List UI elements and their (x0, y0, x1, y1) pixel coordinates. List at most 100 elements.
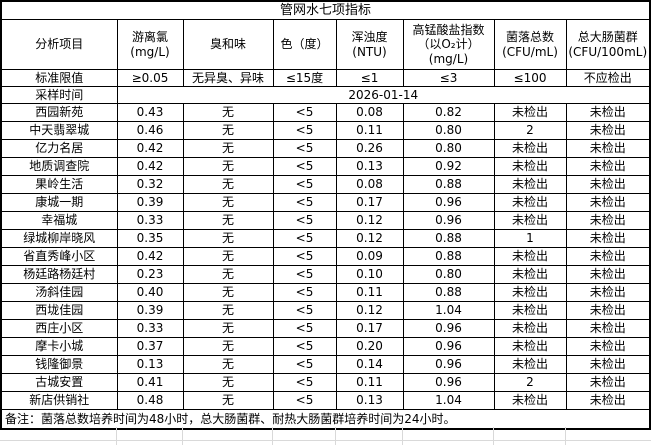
value-cell: 未检出 (565, 373, 651, 392)
table-row: 西垅佳园 0.39 无 <5 0.12 1.04 未检出 未检出 (0, 301, 651, 320)
value-cell: 0.10 (335, 265, 404, 284)
gridline-vertical (335, 427, 336, 445)
value-cell: 无 (182, 391, 274, 410)
value-cell: 0.14 (335, 355, 404, 374)
site-name-cell: 康城一期 (0, 193, 118, 212)
value-cell: 0.23 (116, 265, 184, 284)
site-name-cell: 西园新苑 (0, 103, 118, 122)
value-cell: 未检出 (493, 355, 567, 374)
table-row: 幸福城 0.33 无 <5 0.12 0.96 未检出 未检出 (0, 211, 651, 230)
gridline-vertical (272, 427, 273, 445)
value-cell: 无 (182, 229, 274, 248)
value-cell: 1 (493, 229, 567, 248)
value-cell: 0.11 (335, 373, 404, 392)
site-name-cell: 新店供销社 (0, 391, 118, 410)
title-row: 管网水七项指标 (0, 0, 651, 20)
value-cell: 未检出 (565, 247, 651, 266)
value-cell: <5 (272, 121, 337, 140)
header-row: 分析项目 游离氯 (mg/L) 臭和味 色（度） 浑浊度 (NTU) 高锰酸盐指… (0, 19, 651, 70)
value-cell: 无 (182, 373, 274, 392)
value-cell: 0.26 (335, 139, 404, 158)
value-cell: 未检出 (565, 175, 651, 194)
site-name-cell: 幸福城 (0, 211, 118, 230)
table-row: 康城一期 0.39 无 <5 0.17 0.96 未检出 未检出 (0, 193, 651, 212)
value-cell: 未检出 (565, 355, 651, 374)
value-cell: <5 (272, 229, 337, 248)
site-name-cell: 汤斜佳园 (0, 283, 118, 302)
table-row: 中天翡翠城 0.46 无 <5 0.11 0.80 2 未检出 (0, 121, 651, 140)
value-cell: 0.80 (402, 139, 495, 158)
value-cell: <5 (272, 391, 337, 410)
table-row: 西园新苑 0.43 无 <5 0.08 0.82 未检出 未检出 (0, 103, 651, 122)
value-cell: 未检出 (493, 175, 567, 194)
sampling-time-label: 采样时间 (0, 86, 118, 104)
table-row: 摩卡小城 0.37 无 <5 0.20 0.96 未检出 未检出 (0, 337, 651, 356)
column-header-colony-count: 菌落总数 (CFU/mL) (493, 19, 567, 70)
site-name-cell: 中天翡翠城 (0, 121, 118, 140)
table-row: 亿力名居 0.42 无 <5 0.26 0.80 未检出 未检出 (0, 139, 651, 158)
value-cell: 无 (182, 283, 274, 302)
site-name-cell: 绿城柳岸晓风 (0, 229, 118, 248)
value-cell: 0.88 (402, 175, 495, 194)
value-cell: 1.04 (402, 301, 495, 320)
limit-value: 无异臭、异味 (182, 69, 274, 87)
value-cell: <5 (272, 283, 337, 302)
column-header-free-chlorine: 游离氯 (mg/L) (116, 19, 184, 70)
value-cell: 无 (182, 265, 274, 284)
value-cell: 未检出 (565, 319, 651, 338)
gridline-vertical (402, 427, 403, 445)
value-cell: 0.09 (335, 247, 404, 266)
value-cell: 0.12 (335, 229, 404, 248)
value-cell: 未检出 (493, 283, 567, 302)
note-row: 备注：菌落总数培养时间为48小时，总大肠菌群、耐热大肠菌群培养时间为24小时。 (0, 409, 651, 430)
water-quality-table: 管网水七项指标 分析项目 游离氯 (mg/L) 臭和味 色（度） 浑浊度 (NT… (0, 0, 651, 430)
value-cell: 0.82 (402, 103, 495, 122)
value-cell: 未检出 (565, 229, 651, 248)
value-cell: 未检出 (565, 391, 651, 410)
value-cell: 0.37 (116, 337, 184, 356)
value-cell: 0.42 (116, 247, 184, 266)
value-cell: 未检出 (493, 247, 567, 266)
value-cell: 0.96 (402, 193, 495, 212)
column-header-analysis-item: 分析项目 (0, 19, 118, 70)
value-cell: 未检出 (493, 157, 567, 176)
table-row: 果岭生活 0.32 无 <5 0.08 0.88 未检出 未检出 (0, 175, 651, 194)
value-cell: <5 (272, 157, 337, 176)
table-row: 省直秀峰小区 0.42 无 <5 0.09 0.88 未检出 未检出 (0, 247, 651, 266)
value-cell: 0.88 (402, 283, 495, 302)
standard-limits-row: 标准限值 ≥0.05 无异臭、异味 ≤15度 ≤1 ≤3 ≤100 不应检出 (0, 69, 651, 87)
data-rows: 西园新苑 0.43 无 <5 0.08 0.82 未检出 未检出 中天翡翠城 0.46 无 <5 0.1… (0, 103, 651, 410)
value-cell: 无 (182, 319, 274, 338)
value-cell: 0.13 (335, 157, 404, 176)
site-name-cell: 果岭生活 (0, 175, 118, 194)
value-cell: 0.11 (335, 121, 404, 140)
value-cell: 0.46 (116, 121, 184, 140)
value-cell: 未检出 (493, 301, 567, 320)
value-cell: 未检出 (493, 211, 567, 230)
gridline-vertical (565, 427, 566, 445)
value-cell: 0.12 (335, 301, 404, 320)
value-cell: 无 (182, 121, 274, 140)
value-cell: 0.40 (116, 283, 184, 302)
value-cell: 0.88 (402, 229, 495, 248)
value-cell: <5 (272, 175, 337, 194)
value-cell: 未检出 (565, 139, 651, 158)
table-row: 绿城柳岸晓风 0.35 无 <5 0.12 0.88 1 未检出 (0, 229, 651, 248)
value-cell: <5 (272, 103, 337, 122)
value-cell: 0.39 (116, 193, 184, 212)
value-cell: 未检出 (493, 265, 567, 284)
value-cell: 未检出 (565, 157, 651, 176)
value-cell: 无 (182, 139, 274, 158)
value-cell: 0.96 (402, 355, 495, 374)
limit-value: ≤3 (402, 69, 495, 87)
gridline-vertical (116, 427, 117, 445)
value-cell: 未检出 (493, 337, 567, 356)
value-cell: <5 (272, 247, 337, 266)
value-cell: <5 (272, 265, 337, 284)
value-cell: 0.20 (335, 337, 404, 356)
value-cell: 0.43 (116, 103, 184, 122)
value-cell: <5 (272, 301, 337, 320)
value-cell: 无 (182, 247, 274, 266)
value-cell: <5 (272, 139, 337, 158)
table-row: 新店供销社 0.48 无 <5 0.13 1.04 未检出 未检出 (0, 391, 651, 410)
